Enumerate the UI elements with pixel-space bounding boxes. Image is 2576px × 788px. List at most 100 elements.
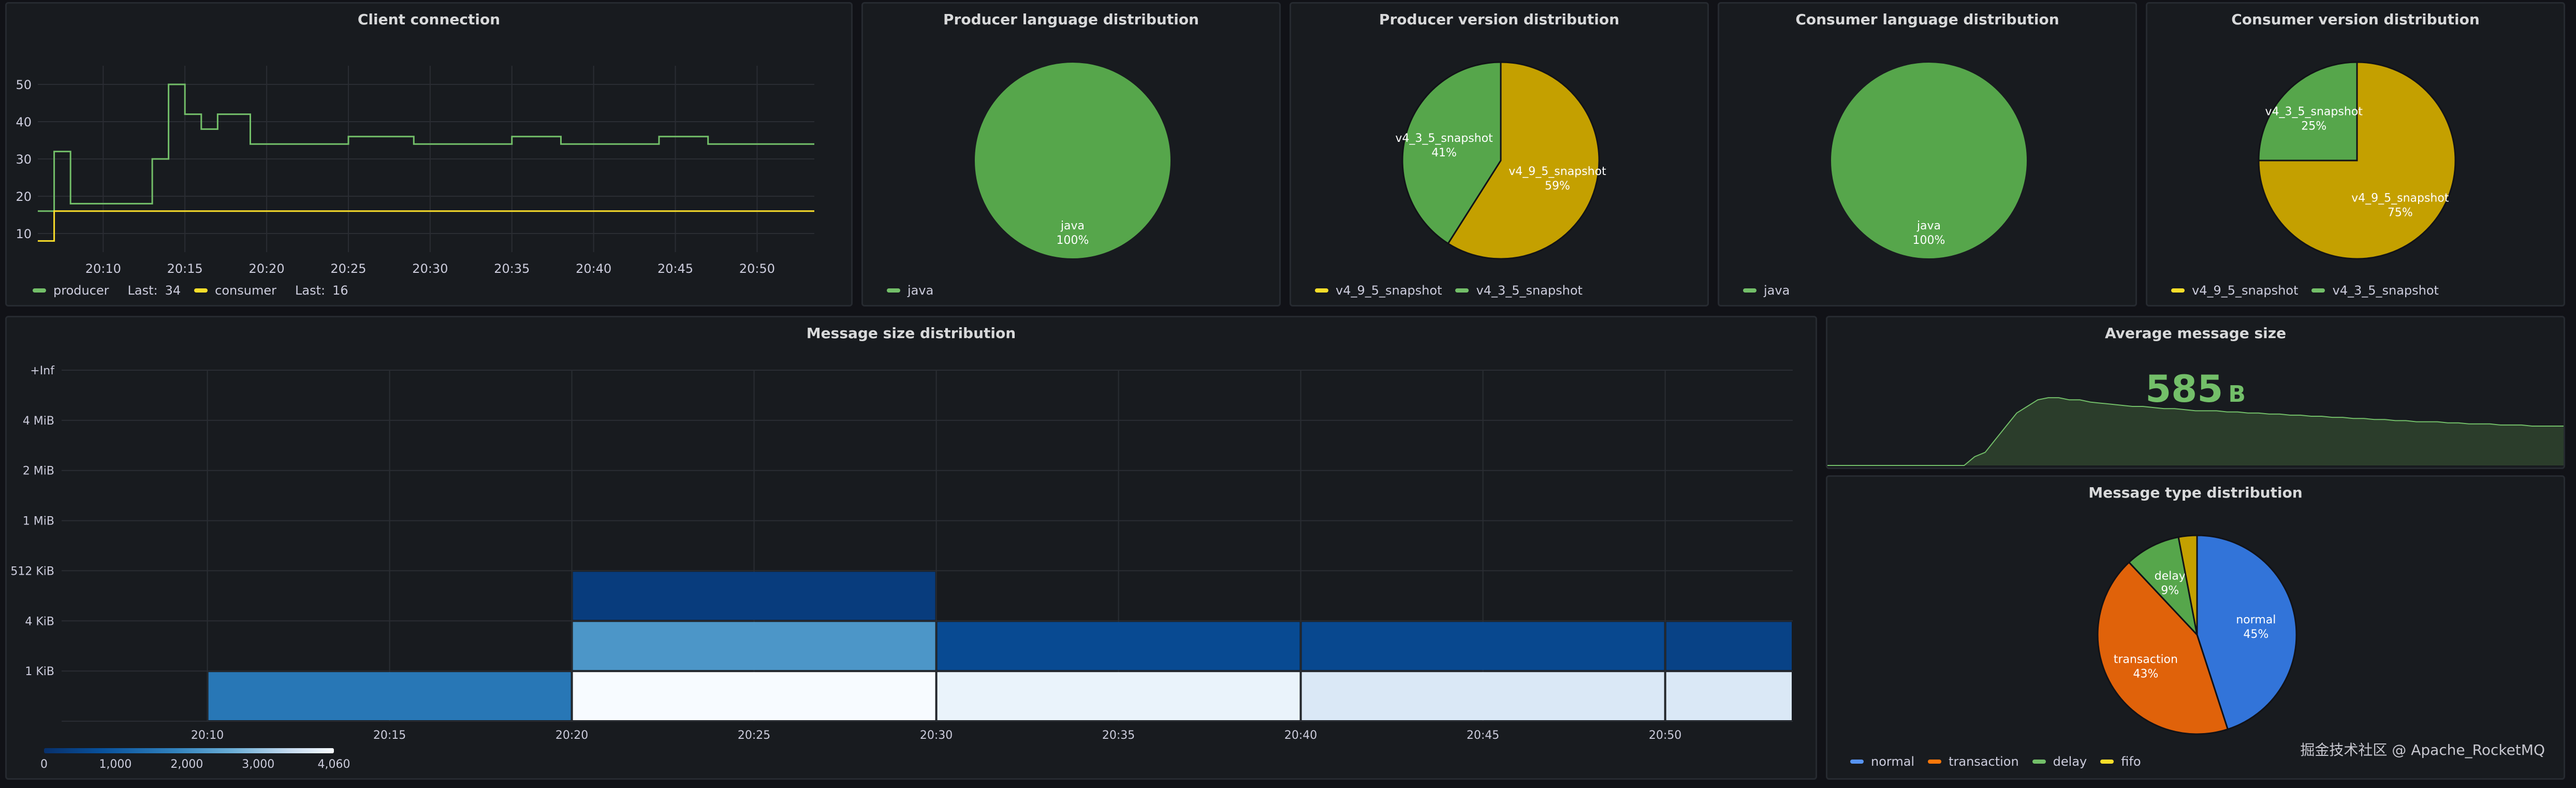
legend-swatch	[2171, 288, 2185, 293]
legend-label: v4_3_5_snapshot	[1476, 283, 1583, 298]
legend-last-value: 16	[332, 283, 348, 298]
color-scale-bar	[44, 748, 334, 753]
x-tick-label: 20:10	[191, 729, 224, 742]
series-line-producer	[38, 83, 814, 212]
pie-percent: 45%	[2243, 628, 2268, 641]
y-tick-label: 50	[16, 78, 32, 92]
legend-item-v4-9-5[interactable]: v4_9_5_snapshot	[2171, 283, 2298, 298]
heatmap-cell	[1301, 672, 1664, 720]
producer-language-pie: java 100%	[974, 62, 1172, 259]
pie-label: java	[1916, 220, 1941, 232]
heatmap-cell	[573, 572, 935, 620]
consumer-language-pie: java 100%	[1830, 62, 2028, 259]
pie-slice-normal	[2196, 534, 2297, 731]
watermark: 掘金技术社区 @ Apache_RocketMQ	[2300, 741, 2545, 758]
color-scale-label: 1,000	[99, 758, 131, 771]
panel-message-size: Message size distribution 1 KiB 4 KiB 512 …	[5, 316, 1817, 780]
area-line	[1827, 397, 2564, 466]
x-tick-label: 20:20	[555, 729, 588, 742]
x-tick-label: 20:45	[1467, 729, 1499, 742]
panel-title[interactable]: Client connection	[357, 11, 501, 28]
legend-item-consumer[interactable]: consumer Last: 16	[194, 283, 348, 298]
color-scale-label: 3,000	[242, 758, 274, 771]
panel-producer-language: Producer language distribution java 100% …	[861, 2, 1281, 307]
heatmap-cell	[208, 672, 571, 720]
area-fill	[1827, 398, 2564, 465]
legend-item-v4-3-5[interactable]: v4_3_5_snapshot	[2311, 283, 2439, 298]
legend-label: producer	[53, 283, 109, 298]
panel-title[interactable]: Consumer language distribution	[1795, 11, 2059, 28]
panel-title[interactable]: Message type distribution	[2088, 484, 2303, 501]
panel-title[interactable]: Producer version distribution	[1379, 11, 1620, 28]
y-tick-label: 10	[16, 227, 32, 241]
chart-legend: java	[1743, 283, 1790, 298]
legend-item-transaction[interactable]: transaction	[1928, 754, 2019, 769]
x-tick-label: 20:50	[739, 261, 775, 276]
legend-label: v4_9_5_snapshot	[1336, 283, 1442, 298]
panel-client-connection: Client connection 10 20 30 40 50 20:10 20:15 20…	[5, 2, 853, 307]
x-tick-label: 20:50	[1649, 729, 1681, 742]
pie-slice-v4_3_5_snapshot	[2258, 61, 2358, 162]
legend-item-java[interactable]: java	[887, 283, 933, 298]
legend-label: transaction	[1949, 754, 2019, 769]
panel-title[interactable]: Producer language distribution	[943, 11, 1199, 28]
pie-slice-v4_3_5_snapshot	[1401, 61, 1502, 245]
legend-item-fifo[interactable]: fifo	[2100, 754, 2141, 769]
panel-message-type: Message type distribution normal 45% trans…	[1826, 475, 2565, 780]
legend-item-delay[interactable]: delay	[2032, 754, 2087, 769]
legend-item-producer[interactable]: producer Last: 34	[33, 283, 181, 298]
panel-title[interactable]: Message size distribution	[806, 325, 1016, 342]
panel-title[interactable]: Average message size	[2104, 325, 2287, 342]
pie-percent: 43%	[2133, 668, 2158, 681]
color-scale-label: 4,060	[318, 758, 350, 771]
x-tick-label: 20:15	[167, 261, 203, 276]
message-size-heatmap: 1 KiB 4 KiB 512 KiB 1 MiB 2 MiB 4 MiB +Inf 20:1…	[10, 364, 1793, 771]
heatmap-cell	[573, 622, 935, 670]
chart-legend: v4_9_5_snapshot v4_3_5_snapshot	[2171, 283, 2439, 298]
legend-item-java[interactable]: java	[1743, 283, 1790, 298]
average-size-value: 585 B	[1827, 367, 2564, 411]
y-tick-label: 1 KiB	[25, 665, 54, 678]
pie-slice-java	[1830, 62, 2028, 259]
pie-label: normal	[2236, 614, 2276, 626]
heatmap-cell	[937, 622, 1300, 670]
heatmap-cell	[1301, 622, 1664, 670]
pie-percent: 41%	[1431, 147, 1457, 159]
pie-slice-v4_9_5_snapshot	[1447, 61, 1600, 260]
pie-slice-fifo	[2177, 534, 2198, 635]
pie-label: java	[1060, 220, 1085, 232]
pie-label: v4_9_5_snapshot	[2351, 192, 2449, 205]
chart-legend: normal transaction delay fifo	[1850, 754, 2141, 769]
legend-item-v4-9-5[interactable]: v4_9_5_snapshot	[1315, 283, 1442, 298]
x-tick-label: 20:40	[576, 261, 611, 276]
pie-percent: 59%	[1545, 180, 1570, 193]
legend-label: v4_9_5_snapshot	[2192, 283, 2299, 298]
chart-legend: java	[887, 283, 933, 298]
x-tick-label: 20:40	[1284, 729, 1317, 742]
x-tick-label: 20:20	[249, 261, 285, 276]
x-tick-label: 20:45	[657, 261, 693, 276]
client-connection-chart: 10 20 30 40 50 20:10 20:15 20:20 20:25 20:30 20:35…	[16, 66, 814, 276]
panel-producer-version: Producer version distribution v4_9_5_sna…	[1290, 2, 1709, 307]
heatmap-cell	[937, 672, 1300, 720]
stat-unit: B	[2228, 381, 2246, 407]
legend-item-v4-3-5[interactable]: v4_3_5_snapshot	[1455, 283, 1583, 298]
x-tick-label: 20:15	[373, 729, 406, 742]
legend-item-normal[interactable]: normal	[1850, 754, 1914, 769]
legend-swatch	[194, 288, 208, 293]
legend-label: consumer	[215, 283, 276, 298]
panel-consumer-version: Consumer version distribution v4_9_5_sna…	[2146, 2, 2565, 307]
heatmap-cell	[1666, 672, 1792, 720]
legend-swatch	[33, 288, 46, 293]
pie-slice-java	[974, 62, 1172, 259]
stat-number: 585	[2145, 367, 2223, 411]
legend-last-label: Last:	[127, 283, 158, 298]
series-line-consumer	[38, 210, 814, 242]
heatmap-cell	[573, 672, 935, 720]
legend-label: delay	[2053, 754, 2087, 769]
pie-label: v4_3_5_snapshot	[2265, 106, 2363, 119]
pie-percent: 9%	[2161, 584, 2179, 597]
legend-swatch	[1928, 760, 1942, 764]
panel-title[interactable]: Consumer version distribution	[2231, 11, 2480, 28]
